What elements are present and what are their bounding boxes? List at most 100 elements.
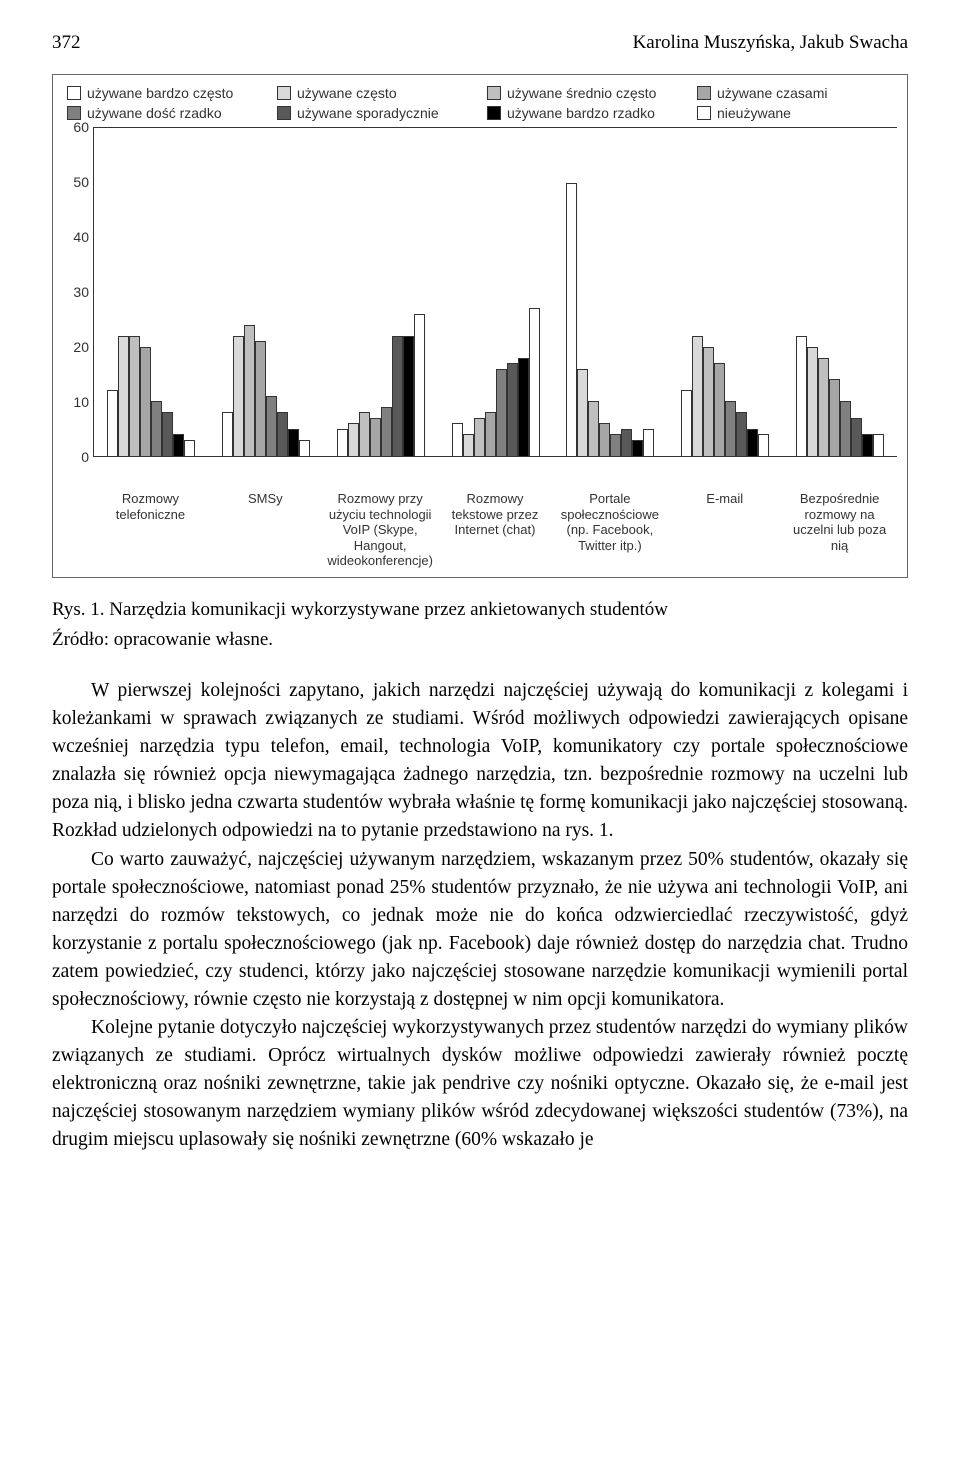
bar-groups: [94, 128, 897, 456]
bar: [862, 434, 873, 456]
bar: [496, 369, 507, 456]
y-tick: 50: [59, 174, 89, 190]
bar: [277, 412, 288, 456]
bar: [392, 336, 403, 456]
legend-swatch: [277, 106, 291, 120]
bar: [452, 423, 463, 456]
plot-area: [93, 127, 897, 457]
bar: [588, 401, 599, 456]
bar: [255, 341, 266, 456]
legend-label: używane średnio często: [507, 85, 656, 101]
legend-label: używane bardzo często: [87, 85, 233, 101]
bar: [577, 369, 588, 456]
legend-item: używane bardzo często: [67, 85, 263, 101]
legend-swatch: [487, 106, 501, 120]
y-tick: 60: [59, 119, 89, 135]
bar: [681, 390, 692, 456]
bar: [266, 396, 277, 456]
bar: [140, 347, 151, 456]
legend-item: używane bardzo rzadko: [487, 105, 683, 121]
x-axis-label: SMSy: [208, 487, 323, 569]
bar: [184, 440, 195, 456]
y-tick: 30: [59, 284, 89, 300]
page-authors: Karolina Muszyńska, Jakub Swacha: [633, 32, 908, 54]
legend-swatch: [487, 86, 501, 100]
bar: [873, 434, 884, 456]
legend-label: nieużywane: [717, 105, 791, 121]
legend-swatch: [67, 86, 81, 100]
bar: [692, 336, 703, 456]
bar: [485, 412, 496, 456]
bar: [747, 429, 758, 456]
bar: [610, 434, 621, 456]
y-tick: 0: [59, 449, 89, 465]
bar: [632, 440, 643, 456]
x-axis-label: E-mail: [667, 487, 782, 569]
bar-group: [323, 128, 438, 456]
bar: [840, 401, 851, 456]
bar: [244, 325, 255, 456]
bar: [851, 418, 862, 456]
bar: [337, 429, 348, 456]
legend-item: używane dość rzadko: [67, 105, 263, 121]
x-axis-label: Rozmowy telefoniczne: [93, 487, 208, 569]
legend-item: używane średnio często: [487, 85, 683, 101]
chart-figure: używane bardzo często używane często używa…: [52, 74, 908, 578]
legend-item: używane sporadycznie: [277, 105, 473, 121]
bar: [703, 347, 714, 456]
bar: [725, 401, 736, 456]
legend-label: używane dość rzadko: [87, 105, 222, 121]
y-tick: 10: [59, 394, 89, 410]
bar: [818, 358, 829, 456]
bar: [414, 314, 425, 456]
bar: [162, 412, 173, 456]
bar: [348, 423, 359, 456]
bar: [370, 418, 381, 456]
bar: [829, 379, 840, 456]
bar: [758, 434, 769, 456]
bar: [151, 401, 162, 456]
legend-item: nieużywane: [697, 105, 893, 121]
paragraph: W pierwszej kolejności zapytano, jakich …: [52, 677, 908, 845]
bar: [736, 412, 747, 456]
bar: [507, 363, 518, 456]
legend-swatch: [277, 86, 291, 100]
bar: [621, 429, 632, 456]
legend-label: używane czasami: [717, 85, 828, 101]
legend-label: używane sporadycznie: [297, 105, 439, 121]
bar: [359, 412, 370, 456]
y-axis: 0102030405060: [55, 127, 89, 457]
paragraph: Co warto zauważyć, najczęściej używanym …: [52, 846, 908, 1014]
legend-item: używane często: [277, 85, 473, 101]
bar: [643, 429, 654, 456]
bar-group: [553, 128, 668, 456]
bar: [474, 418, 485, 456]
bar: [107, 390, 118, 456]
bar-group: [209, 128, 324, 456]
legend-label: używane często: [297, 85, 397, 101]
legend-swatch: [67, 106, 81, 120]
x-axis-label: Rozmowy tekstowe przez Internet (chat): [438, 487, 553, 569]
bar: [807, 347, 818, 456]
y-tick: 40: [59, 229, 89, 245]
legend-swatch: [697, 86, 711, 100]
page-header: 372 Karolina Muszyńska, Jakub Swacha: [52, 32, 908, 56]
chart-legend: używane bardzo często używane często używa…: [53, 75, 907, 127]
x-axis-labels: Rozmowy telefoniczneSMSyRozmowy przy uży…: [93, 487, 897, 569]
legend-item: używane czasami: [697, 85, 893, 101]
figure-source: Źródło: opracowanie własne.: [52, 626, 908, 654]
bar: [299, 440, 310, 456]
bar: [173, 434, 184, 456]
bar-group: [782, 128, 897, 456]
x-axis-label: Bezpośrednie rozmowy na uczelni lub poza…: [782, 487, 897, 569]
body-text: W pierwszej kolejności zapytano, jakich …: [52, 677, 908, 1154]
bar: [233, 336, 244, 456]
bar-group: [438, 128, 553, 456]
page-number: 372: [52, 32, 81, 54]
bar: [714, 363, 725, 456]
bar: [129, 336, 140, 456]
bar: [381, 407, 392, 456]
bar: [796, 336, 807, 456]
bar: [518, 358, 529, 456]
bar: [599, 423, 610, 456]
